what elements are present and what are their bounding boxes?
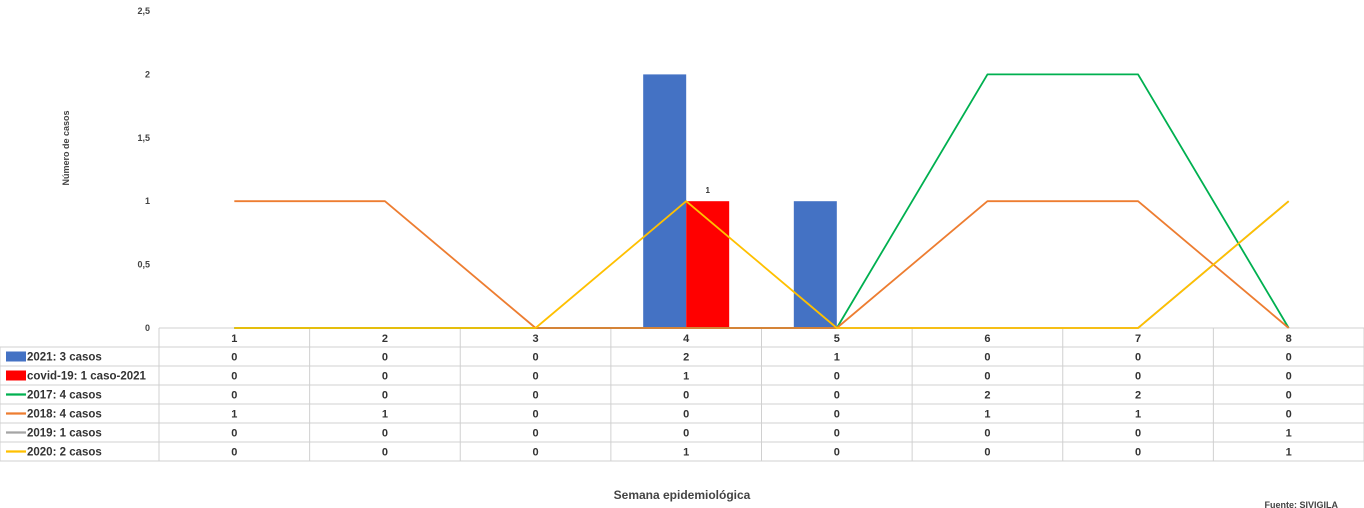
table-cell: 1 — [1286, 447, 1292, 459]
table-cell: 0 — [1135, 428, 1141, 440]
x-axis-title: Semana epidemiológica — [614, 488, 751, 502]
table-cell: 0 — [533, 390, 539, 402]
table-cell: 0 — [1286, 390, 1292, 402]
table-cell: 0 — [1286, 352, 1292, 364]
table-cell: 0 — [683, 409, 689, 421]
table-cell: 0 — [382, 371, 388, 383]
x-tick-label: 1 — [231, 333, 237, 345]
table-cell: 0 — [533, 352, 539, 364]
table-cell: 0 — [231, 371, 237, 383]
legend-swatch — [6, 370, 26, 381]
bar — [793, 201, 837, 328]
y-tick-label: 1 — [145, 196, 150, 206]
table-cell: 0 — [1135, 371, 1141, 383]
table-cell: 0 — [231, 390, 237, 402]
bar — [686, 201, 730, 328]
y-tick-label: 1,5 — [137, 133, 150, 143]
table-cell: 0 — [834, 409, 840, 421]
series-line — [234, 200, 1290, 329]
table-cell: 0 — [1286, 371, 1292, 383]
table-cell: 0 — [382, 352, 388, 364]
source-note: Fuente: SIVIGILA — [1264, 500, 1338, 508]
legend-label: 2019: 1 casos — [27, 428, 102, 440]
legend-label: 2018: 4 casos — [27, 409, 102, 421]
table-cell: 0 — [984, 352, 990, 364]
y-tick-label: 2 — [145, 69, 150, 79]
x-tick-label: 2 — [382, 333, 388, 345]
bar — [643, 74, 687, 329]
table-cell: 0 — [231, 447, 237, 459]
table-cell: 2 — [683, 352, 689, 364]
table-grid — [0, 327, 1364, 462]
table-cell: 0 — [984, 428, 990, 440]
table-cell: 0 — [984, 447, 990, 459]
table-cell: 0 — [533, 409, 539, 421]
table-cell: 1 — [1286, 428, 1292, 440]
legend-label: covid-19: 1 caso-2021 — [27, 371, 147, 383]
y-tick-label: 0,5 — [137, 260, 150, 270]
table-cell: 0 — [382, 447, 388, 459]
table-cell: 0 — [683, 390, 689, 402]
table-cell: 1 — [683, 447, 689, 459]
table-cell: 2 — [984, 390, 990, 402]
y-axis-title: Número de casos — [61, 110, 71, 185]
y-tick-label: 0 — [145, 323, 150, 333]
table-cell: 2 — [1135, 390, 1141, 402]
legend-label: 2021: 3 casos — [27, 352, 102, 364]
table-cell: 0 — [1135, 447, 1141, 459]
table-cell: 0 — [533, 447, 539, 459]
legend-label: 2017: 4 casos — [27, 390, 102, 402]
lines — [234, 73, 1290, 329]
table-cell: 0 — [834, 390, 840, 402]
table-cell: 0 — [834, 447, 840, 459]
table-cell: 0 — [231, 428, 237, 440]
bars: 1 — [643, 74, 837, 329]
table-cell: 0 — [382, 390, 388, 402]
table-cell: 0 — [834, 428, 840, 440]
legend-label: 2020: 2 casos — [27, 447, 102, 459]
table-cell: 1 — [984, 409, 990, 421]
table-cell: 0 — [382, 428, 388, 440]
table-cell: 1 — [231, 409, 237, 421]
table-cell: 0 — [1286, 409, 1292, 421]
table-cell: 0 — [984, 371, 990, 383]
table-cell: 0 — [683, 428, 689, 440]
x-tick-label: 6 — [984, 333, 990, 345]
x-tick-label: 3 — [533, 333, 539, 345]
table-cell: 1 — [382, 409, 388, 421]
x-tick-label: 4 — [683, 333, 690, 345]
table-cell: 0 — [533, 428, 539, 440]
table-cell: 1 — [683, 371, 689, 383]
table-cell: 1 — [1135, 409, 1141, 421]
table-cell: 0 — [834, 371, 840, 383]
x-tick-label: 8 — [1286, 333, 1292, 345]
y-axis-ticks: 0 0,5 1 1,5 2 2,5 — [137, 6, 150, 333]
x-tick-label: 5 — [834, 333, 840, 345]
y-tick-label: 2,5 — [137, 6, 150, 16]
table-cell: 0 — [533, 371, 539, 383]
table-cell: 1 — [834, 352, 840, 364]
legend-swatch — [6, 351, 26, 362]
table-cell: 0 — [1135, 352, 1141, 364]
data-label: 1 — [705, 186, 710, 195]
x-tick-label: 7 — [1135, 333, 1141, 345]
table-cell: 0 — [231, 352, 237, 364]
data-table: 1 2 3 4 5 6 7 8 2021: 3 casos 0 0 0 2 1 0 0 0 covid-19: 1… — [6, 333, 1292, 459]
series-line — [234, 200, 1290, 329]
